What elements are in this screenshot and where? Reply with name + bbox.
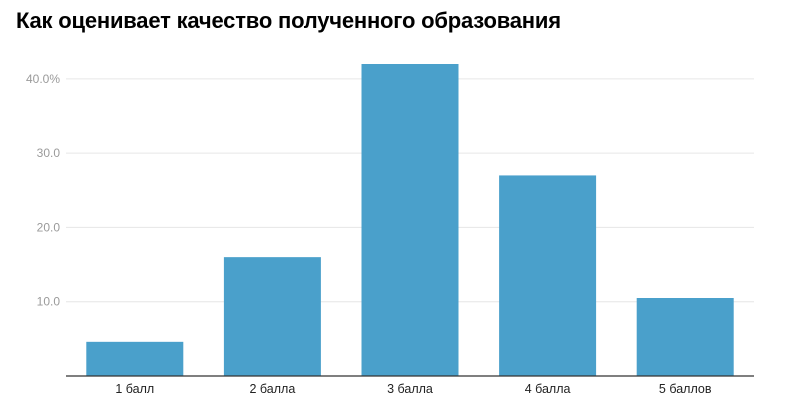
x-tick-label: 4 балла [525, 382, 571, 396]
bar [86, 341, 184, 376]
x-axis-labels: 1 балл 2 балла 3 балла 4 балла 5 баллов [115, 382, 711, 396]
y-tick-label: 30.0 [37, 146, 61, 160]
y-tick-label: 10.0 [37, 295, 61, 309]
bar [636, 298, 734, 376]
x-tick-label: 1 балл [115, 382, 154, 396]
chart-title: Как оценивает качество полученного образ… [16, 8, 561, 33]
y-axis-ticks: 10.0 20.0 30.0 40.0% [26, 72, 60, 309]
x-tick-label: 3 балла [387, 382, 433, 396]
y-tick-label: 20.0 [37, 220, 61, 234]
bar [361, 64, 459, 376]
x-tick-label: 5 баллов [659, 382, 712, 396]
y-tick-label: 40.0% [26, 72, 60, 86]
bar [223, 257, 321, 376]
bar [499, 175, 597, 376]
bars [86, 64, 734, 376]
x-tick-label: 2 балла [250, 382, 296, 396]
